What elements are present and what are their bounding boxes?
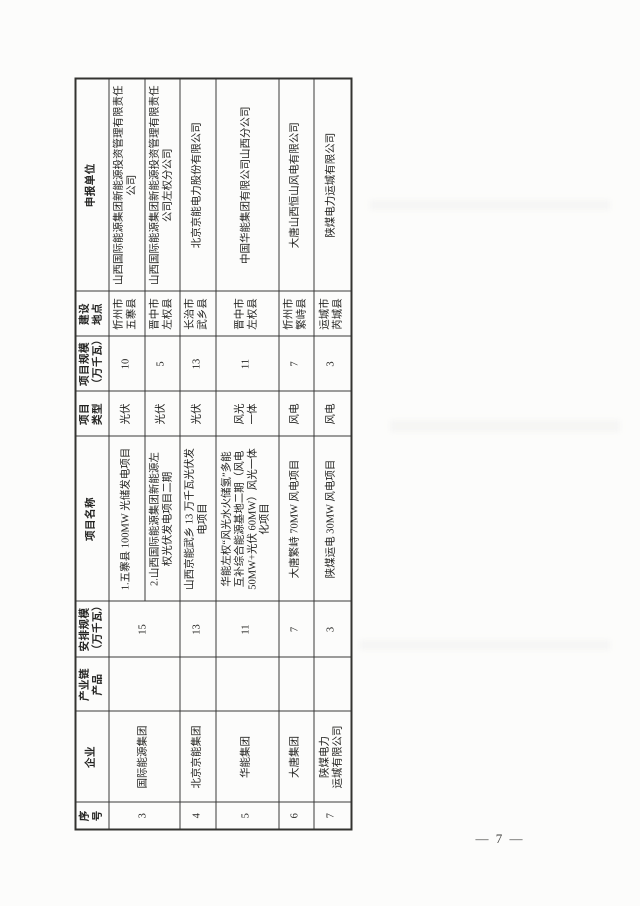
project-scale-cell: 5: [144, 336, 180, 392]
project-name-cell: 华能左权“风光水火储氢”多能 互补综合能源基地二期（风电 50MW+光伏 60M…: [215, 436, 279, 602]
seq-cell: 3: [108, 802, 180, 830]
table-row: 3 国际能源集团 15 1.五寨县 100MW 光储发电项目 光伏 10 忻州市…: [108, 78, 180, 830]
table-row: 7 陕煤电力 运城有限公司 3 陕煤运电 30MW 风电项目 风电 3 运城市 …: [313, 78, 352, 830]
arranged-scale-cell: 3: [313, 601, 352, 658]
header-company: 企业: [75, 711, 109, 803]
applicant-cell: 陕煤电力运城有限公司: [313, 78, 352, 292]
header-project-type: 项目 类型: [75, 391, 109, 437]
header-project-scale: 项目规模 （万千瓦）: [75, 334, 109, 392]
project-name-cell: 大唐繁峙 70MW 风电项目: [278, 436, 314, 602]
company-cell: 北京京能集团: [179, 711, 216, 803]
table-row: 6 大唐集团 7 大唐繁峙 70MW 风电项目 风电 7 忻州市 繁峙县 大唐山…: [278, 78, 314, 830]
table-row: 5 华能集团 11 华能左权“风光水火储氢”多能 互补综合能源基地二期（风电 5…: [215, 78, 279, 830]
location-cell: 长治市 武乡县: [179, 291, 216, 337]
header-location: 建设 地点: [75, 291, 109, 337]
header-seq: 序号: [75, 802, 109, 830]
table-row: 4 北京京能集团 13 山西京能武乡 13 万千瓦光伏发 电项目 光伏 13 长…: [179, 78, 216, 830]
arranged-scale-cell: 7: [278, 601, 314, 658]
arranged-scale-cell: 13: [179, 601, 216, 658]
applicant-cell: 山西国际能源集团新能源投资管理有限责任 公司: [108, 78, 145, 292]
header-applicant: 申报单位: [75, 78, 109, 292]
header-project-name: 项目名称: [75, 436, 109, 602]
applicant-cell: 北京京能电力股份有限公司: [179, 78, 216, 292]
header-arranged-scale: 安排规模 （万千瓦）: [75, 600, 109, 658]
approved-projects-table: 序号 企业 产业链 产品 安排规模 （万千瓦） 项目名称 项目 类型 项目规模 …: [74, 77, 353, 831]
scan-artifact: [390, 420, 620, 432]
arranged-scale-cell: 15: [108, 601, 180, 658]
project-scale-cell: 7: [278, 336, 314, 392]
applicant-cell: 大唐山西恒山风电有限公司: [278, 78, 314, 292]
header-chain-product: 产业链 产品: [75, 657, 109, 712]
seq-cell: 4: [179, 802, 216, 830]
project-type-cell: 风电: [278, 391, 314, 437]
chain-product-cell: [278, 657, 314, 712]
company-cell: 陕煤电力 运城有限公司: [313, 711, 352, 803]
chain-product-cell: [313, 657, 352, 712]
project-scale-cell: 10: [108, 336, 145, 392]
chain-product-cell: [179, 657, 216, 712]
project-type-cell: 风光 一体: [215, 391, 279, 437]
project-name-cell: 山西京能武乡 13 万千瓦光伏发 电项目: [179, 436, 216, 602]
project-type-cell: 光伏: [144, 391, 180, 437]
scan-artifact: [360, 640, 610, 650]
project-name-cell: 1.五寨县 100MW 光储发电项目: [108, 436, 145, 602]
company-cell: 国际能源集团: [108, 711, 180, 803]
seq-cell: 5: [215, 802, 279, 830]
project-type-cell: 光伏: [179, 391, 216, 437]
project-scale-cell: 3: [313, 336, 352, 392]
location-cell: 晋中市 左权县: [215, 291, 279, 337]
project-type-cell: 光伏: [108, 391, 145, 437]
location-cell: 忻州市 五寨县: [108, 291, 145, 337]
location-cell: 运城市 芮城县: [313, 291, 352, 337]
applicant-cell: 山西国际能源集团新能源投资管理有限责任 公司左权分公司: [144, 78, 180, 292]
project-scale-cell: 13: [179, 336, 216, 392]
location-cell: 晋中市 左权县: [144, 291, 180, 337]
page-number: — 7 —: [475, 831, 525, 846]
applicant-cell: 中国华能集团有限公司山西分公司: [215, 78, 279, 292]
seq-cell: 7: [313, 802, 352, 830]
project-name-cell: 陕煤运电 30MW 风电项目: [313, 436, 352, 602]
scan-artifact: [370, 200, 610, 210]
company-cell: 华能集团: [215, 711, 279, 803]
chain-product-cell: [215, 657, 279, 712]
project-type-cell: 风电: [313, 391, 352, 437]
project-scale-cell: 11: [215, 336, 279, 392]
seq-cell: 6: [278, 802, 314, 830]
project-name-cell: 2.山西国际能源集团新能源左 权光伏发电项目二期: [144, 436, 180, 602]
table-header-row: 序号 企业 产业链 产品 安排规模 （万千瓦） 项目名称 项目 类型 项目规模 …: [75, 78, 109, 830]
company-cell: 大唐集团: [278, 711, 314, 803]
rotated-table-container: 序号 企业 产业链 产品 安排规模 （万千瓦） 项目名称 项目 类型 项目规模 …: [74, 77, 353, 831]
location-cell: 忻州市 繁峙县: [278, 291, 314, 337]
chain-product-cell: [108, 657, 180, 712]
arranged-scale-cell: 11: [215, 601, 279, 658]
